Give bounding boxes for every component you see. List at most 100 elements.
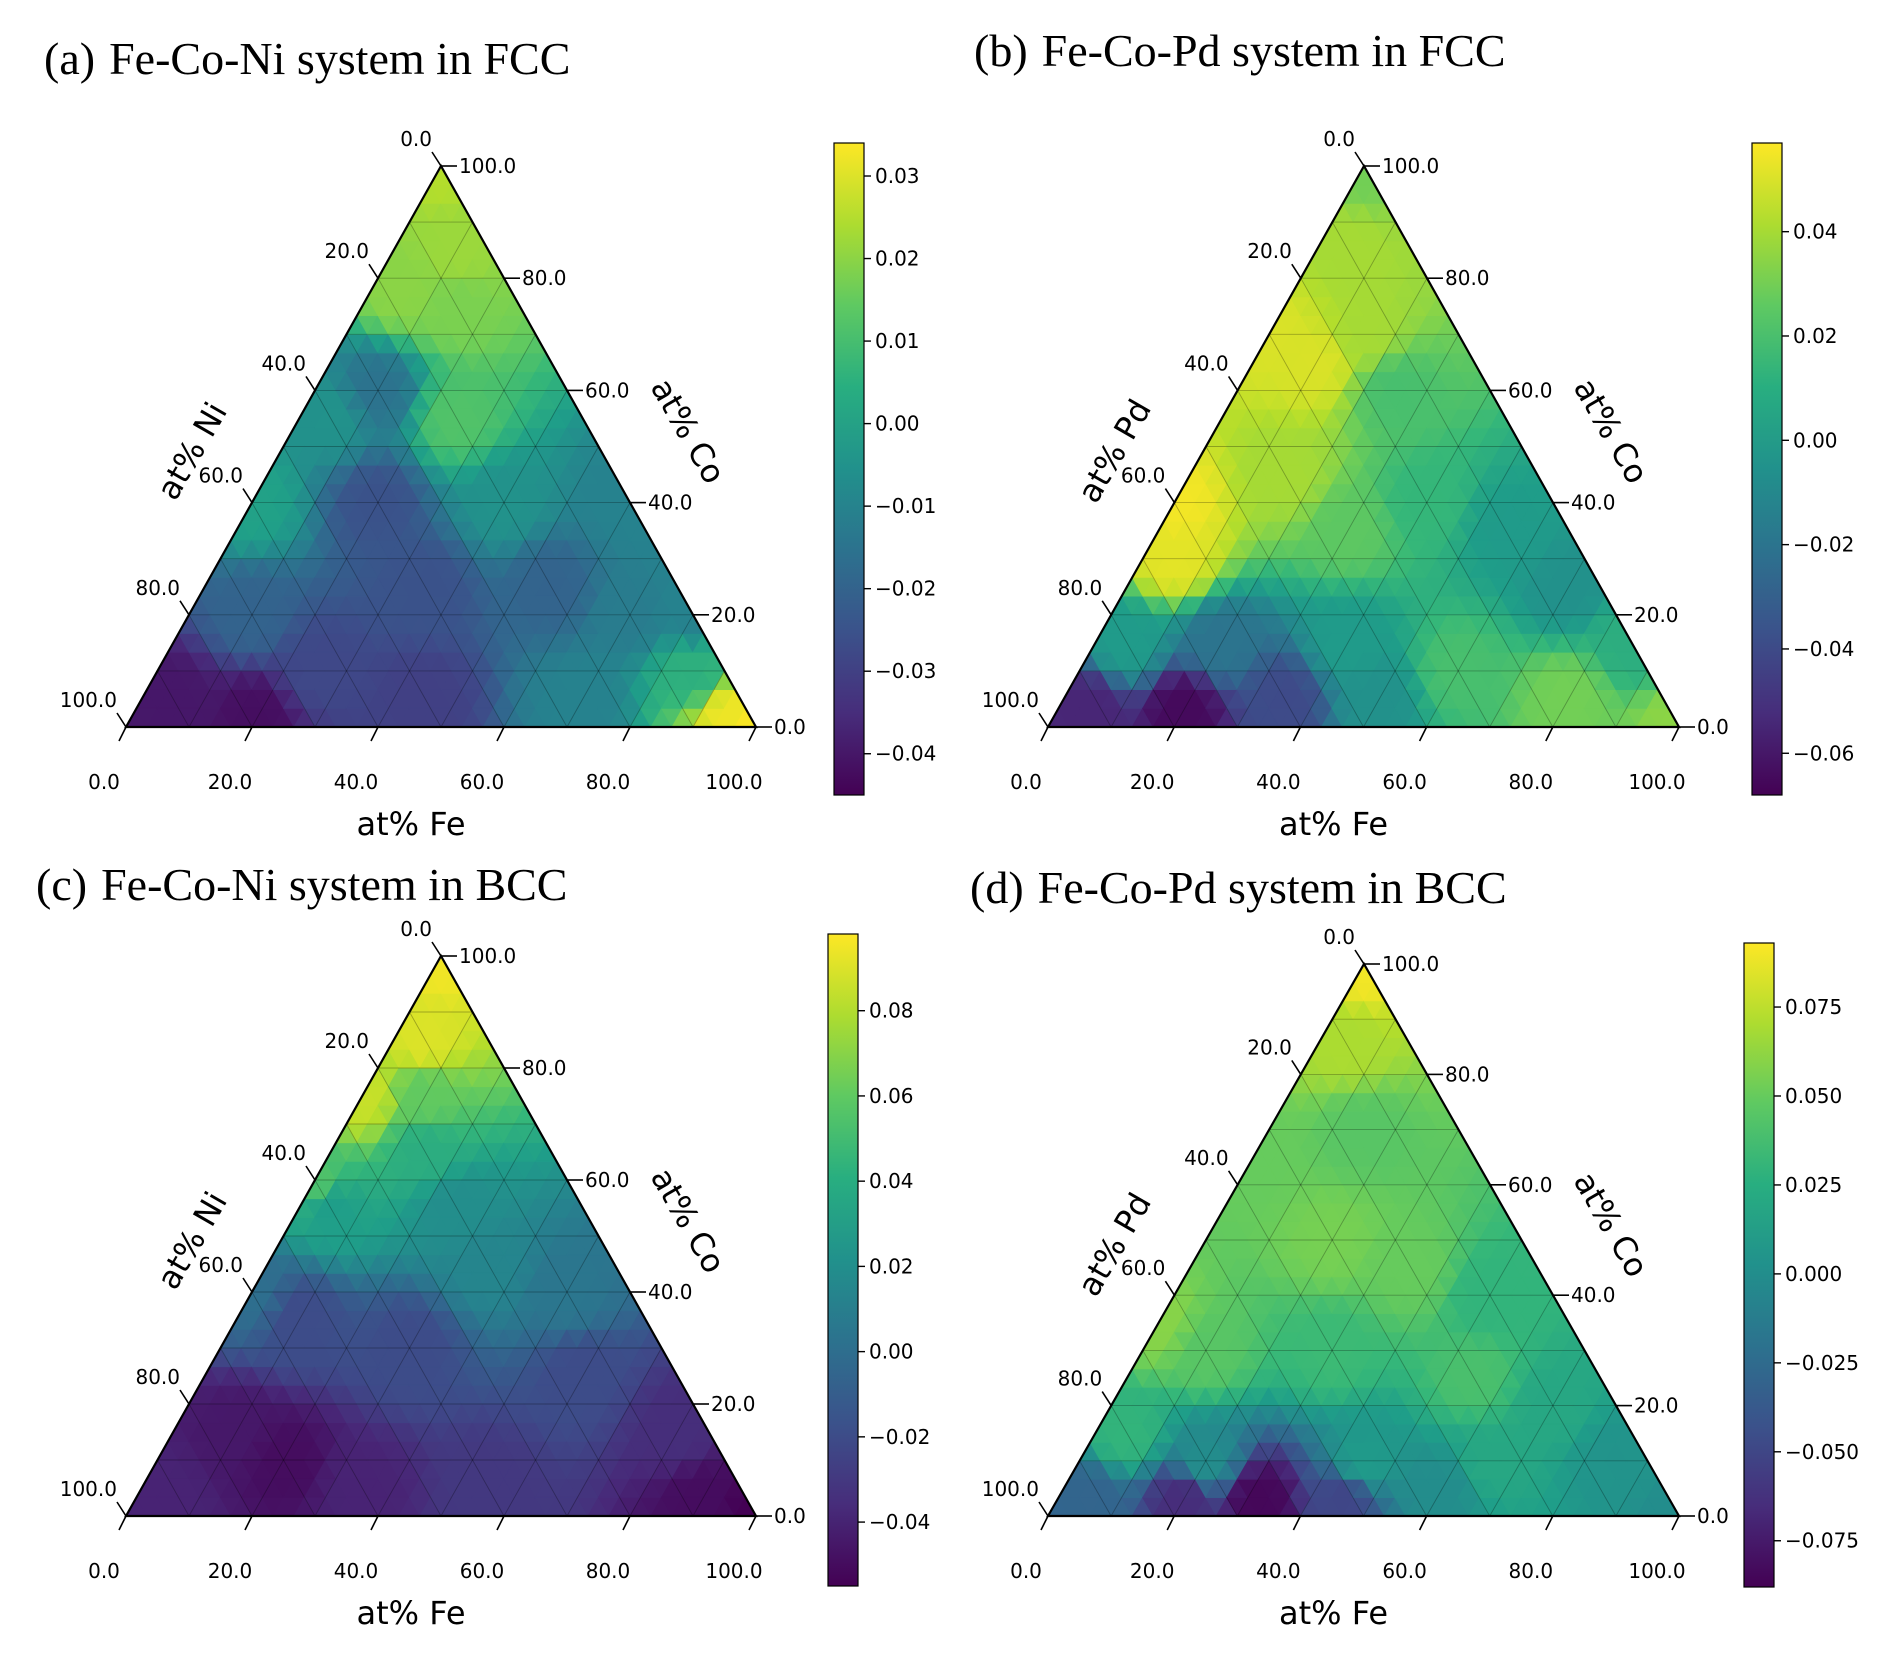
- colorbar-tick-label: 0.02: [1793, 324, 1838, 348]
- right-tick-label: 20.0: [1634, 603, 1679, 627]
- gridline: [1174, 502, 1301, 728]
- gridline: [188, 1403, 253, 1517]
- tick-mark: [1164, 1280, 1176, 1296]
- axis-label-left: at% Ni: [149, 396, 235, 506]
- colorbar-tick-label: 0.050: [1785, 1084, 1842, 1108]
- gridline: [409, 1011, 694, 1517]
- gridline: [314, 390, 505, 728]
- tick-mark: [1040, 1515, 1049, 1531]
- bottom-tick-label: 40.0: [334, 1559, 379, 1583]
- tick-mark: [244, 726, 253, 742]
- tick-mark: [1164, 488, 1176, 504]
- tick-mark: [179, 1389, 190, 1405]
- panel-title: (b) Fe-Co-Pd system in FCC: [974, 25, 1506, 76]
- left-tick-label: 60.0: [198, 464, 243, 488]
- right-tick-label: 0.0: [774, 1504, 806, 1528]
- colorbar-tick-label: 0.06: [869, 1084, 914, 1108]
- gridline: [1110, 614, 1175, 728]
- tick-mark: [1418, 1515, 1428, 1531]
- colorbar-tick-label: 0.03: [875, 164, 920, 188]
- colorbar-tick-label: −0.02: [1793, 533, 1854, 557]
- panel-title: (a) Fe-Co-Ni system in FCC: [44, 33, 570, 84]
- tick-mark: [1166, 1515, 1175, 1531]
- colorbar-tick-label: −0.025: [1785, 1351, 1859, 1375]
- tick-mark: [1038, 712, 1049, 728]
- left-tick-label: 40.0: [261, 351, 306, 375]
- tick-mark: [1418, 726, 1428, 742]
- gridline: [377, 390, 568, 728]
- left-tick-label: 40.0: [1184, 351, 1229, 375]
- bottom-tick-label: 60.0: [1382, 770, 1427, 794]
- right-tick-label: 60.0: [585, 378, 630, 402]
- gridline: [220, 558, 316, 728]
- right-tick-label: 60.0: [1508, 1173, 1553, 1197]
- right-tick-label: 0.0: [1697, 715, 1729, 739]
- colorbar-tick-label: −0.04: [875, 742, 936, 766]
- axis-label-left: at% Pd: [1070, 393, 1159, 509]
- bottom-tick-label: 20.0: [208, 1559, 253, 1583]
- ternary-ticks: 0.0 0.0 0.0 20.0 20.0 20.0 40.0 40.0 40.0 60.0 60.…: [60, 917, 806, 1583]
- axis-label-left: at% Pd: [1070, 1186, 1159, 1302]
- panel-a: (a) Fe-Co-Ni system in FCC0.00.00.020.020…: [44, 33, 936, 843]
- left-tick-label: 20.0: [324, 239, 369, 263]
- gridline: [283, 1235, 442, 1517]
- gridline: [1110, 1018, 1396, 1517]
- colorbar-gradient: [1751, 142, 1783, 796]
- colorbar-tick-label: 0.00: [869, 1340, 914, 1364]
- colorbar-tick-label: −0.06: [1793, 741, 1854, 765]
- right-tick-label: 20.0: [711, 603, 756, 627]
- colorbar-tick-label: 0.075: [1785, 995, 1842, 1019]
- tick-mark: [1671, 1515, 1680, 1531]
- tick-mark: [118, 726, 127, 742]
- tick-mark: [622, 1515, 631, 1531]
- tick-mark: [116, 712, 127, 728]
- bottom-tick-label: 40.0: [334, 770, 379, 794]
- left-tick-label: 0.0: [400, 127, 432, 151]
- heatmap-cell: [429, 165, 453, 186]
- left-tick-label: 0.0: [1323, 925, 1355, 949]
- bottom-tick-label: 40.0: [1256, 1559, 1301, 1583]
- gridline: [1236, 1129, 1459, 1517]
- right-tick-label: 80.0: [522, 266, 567, 290]
- bottom-tick-label: 80.0: [1509, 1559, 1554, 1583]
- gridline: [220, 1347, 316, 1517]
- gridline: [1489, 558, 1585, 728]
- gridline: [314, 1179, 505, 1517]
- gridline: [1110, 221, 1396, 728]
- ternary-heatmap: [125, 165, 757, 728]
- gridline: [188, 614, 253, 728]
- gridline: [1615, 1460, 1648, 1517]
- gridline: [1552, 614, 1617, 728]
- bottom-tick-label: 60.0: [1382, 1559, 1427, 1583]
- bottom-tick-label: 80.0: [586, 1559, 631, 1583]
- left-tick-label: 100.0: [982, 1477, 1039, 1501]
- gridline: [692, 670, 725, 728]
- gridline: [440, 1235, 599, 1517]
- tick-mark: [370, 1515, 379, 1531]
- colorbar-tick-label: −0.02: [875, 577, 936, 601]
- right-tick-label: 0.0: [774, 715, 806, 739]
- left-tick-label: 80.0: [135, 1365, 180, 1389]
- gridline: [503, 1291, 631, 1517]
- left-tick-label: 60.0: [198, 1253, 243, 1277]
- bottom-tick-label: 100.0: [705, 770, 762, 794]
- tick-mark: [242, 1277, 253, 1293]
- tick-mark: [1101, 1391, 1112, 1407]
- gridline: [566, 558, 662, 728]
- panel-label: (a): [44, 33, 95, 84]
- gridline: [1173, 1074, 1428, 1517]
- colorbar-tick-label: 0.025: [1785, 1173, 1842, 1197]
- bottom-tick-label: 60.0: [460, 1559, 505, 1583]
- left-tick-label: 0.0: [400, 917, 432, 941]
- tick-mark: [116, 1501, 127, 1517]
- gridline: [1268, 1129, 1491, 1517]
- right-tick-label: 0.0: [1697, 1504, 1729, 1528]
- axis-label-bottom: at% Fe: [1279, 805, 1388, 843]
- left-tick-label: 100.0: [60, 688, 117, 712]
- right-tick-label: 100.0: [459, 944, 516, 968]
- panel-title-text: Fe-Co-Ni system in BCC: [101, 859, 567, 910]
- gridline: [692, 1459, 725, 1517]
- gridline: [251, 1291, 379, 1517]
- panel-title-text: Fe-Co-Pd system in FCC: [1042, 25, 1506, 76]
